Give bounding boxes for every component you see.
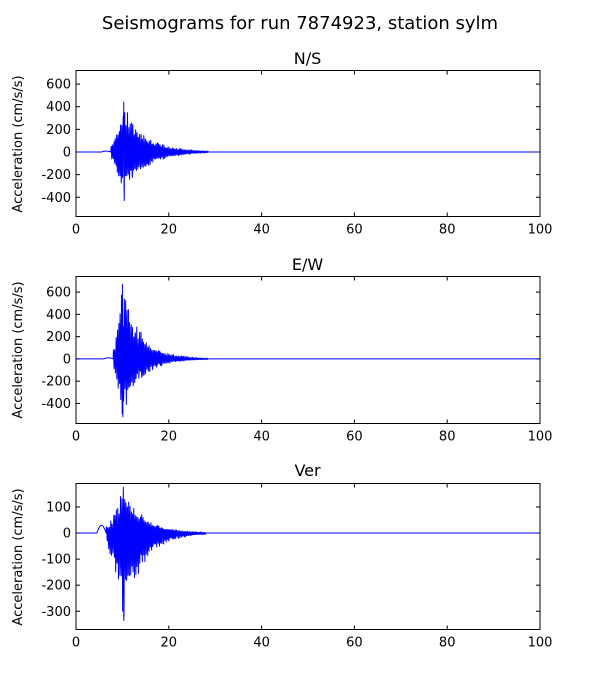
x-tick-label: 80 — [439, 223, 456, 238]
panel-title-ew: E/W — [292, 255, 324, 274]
x-tick-label: 80 — [439, 636, 456, 651]
y-tick-label: 400 — [46, 308, 71, 323]
y-tick-label: 0 — [63, 145, 71, 160]
x-tick-label: 20 — [161, 430, 178, 445]
trace-ew — [75, 283, 541, 418]
y-tick-label: 600 — [46, 78, 71, 93]
ticks-ew: 0 20 40 60 80 100 -400 -200 0 200 400 600 — [41, 276, 553, 445]
y-tick-label: 0 — [63, 527, 71, 542]
panel-ew: E/W Acceleration (cm/s/s) 0 20 40 60 80 100 -4… — [11, 255, 552, 445]
x-tick-label: 40 — [253, 430, 270, 445]
panel-title-ver: Ver — [294, 461, 321, 480]
panel-title-ns: N/S — [294, 49, 322, 68]
x-tick-label: 40 — [253, 223, 270, 238]
axes-frame-ver — [75, 483, 541, 630]
x-tick-label: 100 — [528, 223, 553, 238]
y-tick-label: -200 — [41, 375, 71, 390]
x-tick-label: 60 — [346, 223, 363, 238]
y-tick-label: 400 — [46, 100, 71, 115]
x-tick-label: 0 — [72, 223, 80, 238]
trace-ver — [75, 486, 541, 621]
y-tick-label: -400 — [41, 397, 71, 412]
y-axis-label-ver: Acceleration (cm/s/s) — [11, 488, 26, 625]
trace-ns — [75, 101, 541, 202]
panel-ns: N/S Acceleration (cm/s/s) 0 20 40 60 80 100 -4… — [11, 49, 552, 238]
y-tick-label: 200 — [46, 330, 71, 345]
y-tick-label: 600 — [46, 286, 71, 301]
y-tick-label: -100 — [41, 553, 71, 568]
x-tick-label: 0 — [72, 636, 80, 651]
y-tick-label: -200 — [41, 579, 71, 594]
ticks-ver: 0 20 40 60 80 100 -300 -200 -100 0 100 — [41, 483, 553, 651]
x-tick-label: 20 — [161, 223, 178, 238]
x-tick-label: 100 — [528, 430, 553, 445]
x-tick-label: 80 — [439, 430, 456, 445]
x-tick-label: 0 — [72, 430, 80, 445]
x-tick-label: 20 — [161, 636, 178, 651]
y-tick-label: -200 — [41, 168, 71, 183]
x-tick-label: 60 — [346, 636, 363, 651]
y-tick-label: 0 — [63, 352, 71, 367]
y-axis-label-ew: Acceleration (cm/s/s) — [11, 281, 26, 418]
ticks-ns: 0 20 40 60 80 100 -400 -200 0 200 400 600 — [41, 70, 553, 238]
y-tick-label: -300 — [41, 605, 71, 620]
axes-frame-ns — [75, 70, 541, 217]
x-tick-label: 100 — [528, 636, 553, 651]
x-tick-label: 40 — [253, 636, 270, 651]
x-tick-label: 60 — [346, 430, 363, 445]
y-tick-label: -400 — [41, 191, 71, 206]
figure-title: Seismograms for run 7874923, station syl… — [102, 13, 498, 34]
y-tick-label: 100 — [46, 500, 71, 515]
axes-frame-ew — [75, 276, 541, 424]
y-tick-label: 200 — [46, 123, 71, 138]
panel-ver: Ver Acceleration (cm/s/s) 0 20 40 60 80 100 -3… — [11, 461, 552, 651]
y-axis-label-ns: Acceleration (cm/s/s) — [11, 75, 26, 212]
